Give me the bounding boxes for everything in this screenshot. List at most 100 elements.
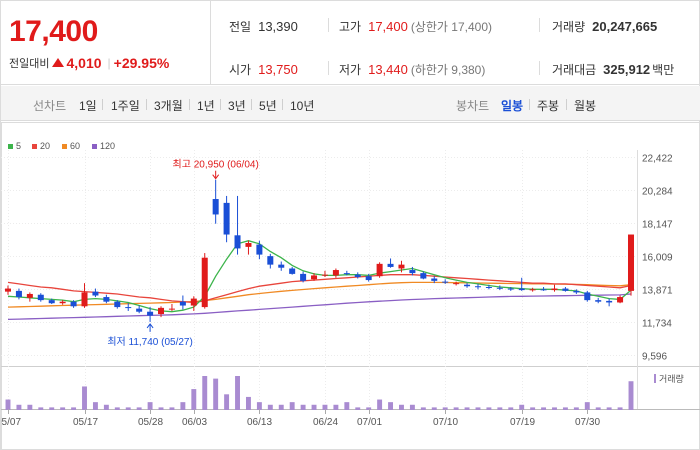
change-percent: +29.95% xyxy=(113,55,170,71)
volume-bar xyxy=(60,407,66,410)
candle-body xyxy=(474,286,481,288)
ma20-line xyxy=(7,274,632,304)
y-tick-label: 9,596 xyxy=(642,352,667,363)
candle-body xyxy=(442,281,449,283)
candle-body xyxy=(190,298,197,306)
candle-body xyxy=(125,307,132,309)
trade-value: 325,912 xyxy=(603,62,651,77)
volume-bar xyxy=(92,402,98,410)
volume-bar xyxy=(245,396,251,410)
low-label: 저가 xyxy=(339,63,362,77)
volume-bar xyxy=(289,402,295,410)
volume-bar xyxy=(82,386,87,410)
high-value: 17,400 xyxy=(368,19,408,34)
volume-bar xyxy=(27,404,33,410)
ma120-line xyxy=(7,293,632,321)
y-tick-label: 18,147 xyxy=(642,220,673,231)
prev-close-value: 13,390 xyxy=(258,19,298,34)
candle-body xyxy=(103,297,110,302)
volume-bar xyxy=(322,404,328,410)
volume-bar xyxy=(213,378,219,410)
y-tick-label: 13,871 xyxy=(642,286,673,297)
tab-1d[interactable]: 1일 xyxy=(79,99,97,113)
candle-body xyxy=(387,263,394,267)
tab-3m[interactable]: 3개월 xyxy=(154,99,183,113)
open-label: 시가 xyxy=(229,63,252,77)
trade-value-label: 거래대금 xyxy=(552,63,597,77)
tab-1y[interactable]: 1년 xyxy=(197,99,215,113)
tab-10y[interactable]: 10년 xyxy=(290,99,315,113)
volume-bar xyxy=(49,407,55,410)
volume-bar xyxy=(333,404,339,410)
volume-bar xyxy=(202,376,208,410)
candles xyxy=(4,179,635,322)
volume-bar xyxy=(224,394,230,410)
candle-body xyxy=(321,274,328,276)
prev-close-label: 전일 xyxy=(229,20,252,34)
volume-bar xyxy=(125,407,131,410)
volume-bar xyxy=(103,404,109,410)
candle-body xyxy=(420,273,427,279)
up-arrow-icon xyxy=(52,57,65,67)
volume-value: 20,247,665 xyxy=(592,19,658,34)
volume-bar xyxy=(420,407,426,410)
candle-body xyxy=(278,264,285,268)
tab-monthly-candle[interactable]: 월봉 xyxy=(574,99,597,113)
candle-body xyxy=(365,276,372,281)
candle-body xyxy=(179,301,186,306)
candle-body xyxy=(584,292,591,301)
candle-body xyxy=(267,256,274,265)
tab-3y[interactable]: 3년 xyxy=(228,99,246,113)
candle-body xyxy=(70,301,77,307)
volume-bar xyxy=(71,407,77,410)
stat-volume: 거래량 20,247,665 xyxy=(552,18,657,35)
tab-1w[interactable]: 1주일 xyxy=(111,99,140,113)
open-value: 13,750 xyxy=(258,62,298,77)
volume-bar xyxy=(38,407,44,410)
y-tick-label: 16,009 xyxy=(642,253,673,264)
candle-body xyxy=(343,273,350,275)
tab-divider xyxy=(566,99,567,110)
volume-bar xyxy=(344,402,350,410)
candle-body xyxy=(234,235,241,249)
period-tab-bar: 선차트 1일 1주일 3개월 1년 3년 5년 10년 봉차트 일봉 주봉 월봉 xyxy=(1,86,700,121)
trade-value-unit: 백만 xyxy=(652,63,675,77)
candle-body xyxy=(289,268,296,274)
axes: 05/07 05/17 05/28 06/03 06/13 06/24 07/01 07/10… xyxy=(1,154,673,429)
low-annotation: 최저 11,740 (05/27) xyxy=(107,336,193,348)
stat-open: 시가 13,750 xyxy=(229,61,298,78)
tab-daily-candle[interactable]: 일봉 xyxy=(501,99,524,113)
lower-limit: (하한가 9,380) xyxy=(410,63,486,77)
low-value: 13,440 xyxy=(368,62,408,77)
volume-bar xyxy=(300,404,306,410)
volume-legend-label: 거래량 xyxy=(659,373,684,384)
legend-swatch xyxy=(8,144,13,149)
volume-bar xyxy=(5,399,11,410)
tab-weekly-candle[interactable]: 주봉 xyxy=(537,99,560,113)
ma60-line xyxy=(7,281,632,308)
volume-legend-swatch xyxy=(654,374,656,383)
high-annotation: 최고 20,950 (06/04) xyxy=(173,159,259,171)
x-tick-label: 06/13 xyxy=(247,417,272,428)
tab-5y[interactable]: 5년 xyxy=(259,99,277,113)
volume-bar xyxy=(311,404,317,410)
volume-bar xyxy=(16,404,22,410)
tab-divider xyxy=(282,99,283,110)
ma-legend: 5 20 60 120 xyxy=(8,141,115,151)
candlestick-chart[interactable]: 5 20 60 120 최고 20,950 (06/04) 최저 11,740 (05/… xyxy=(1,122,700,450)
legend-swatch xyxy=(32,144,37,149)
high-arrow-head xyxy=(212,174,220,180)
ma5-line xyxy=(7,240,632,313)
volume-bar xyxy=(278,404,284,410)
candle-body xyxy=(4,288,12,292)
change-row: 전일대비 4,010 | +29.95% xyxy=(9,55,169,71)
volume-bar xyxy=(442,407,448,410)
candle-body xyxy=(168,308,175,310)
volume-bar xyxy=(256,402,262,410)
candle-body xyxy=(496,287,503,289)
candle-body xyxy=(507,288,514,290)
volume-bar xyxy=(595,407,601,410)
change-divider: | xyxy=(107,56,111,70)
x-tick-label: 07/10 xyxy=(433,417,458,428)
candle-body xyxy=(409,270,416,274)
